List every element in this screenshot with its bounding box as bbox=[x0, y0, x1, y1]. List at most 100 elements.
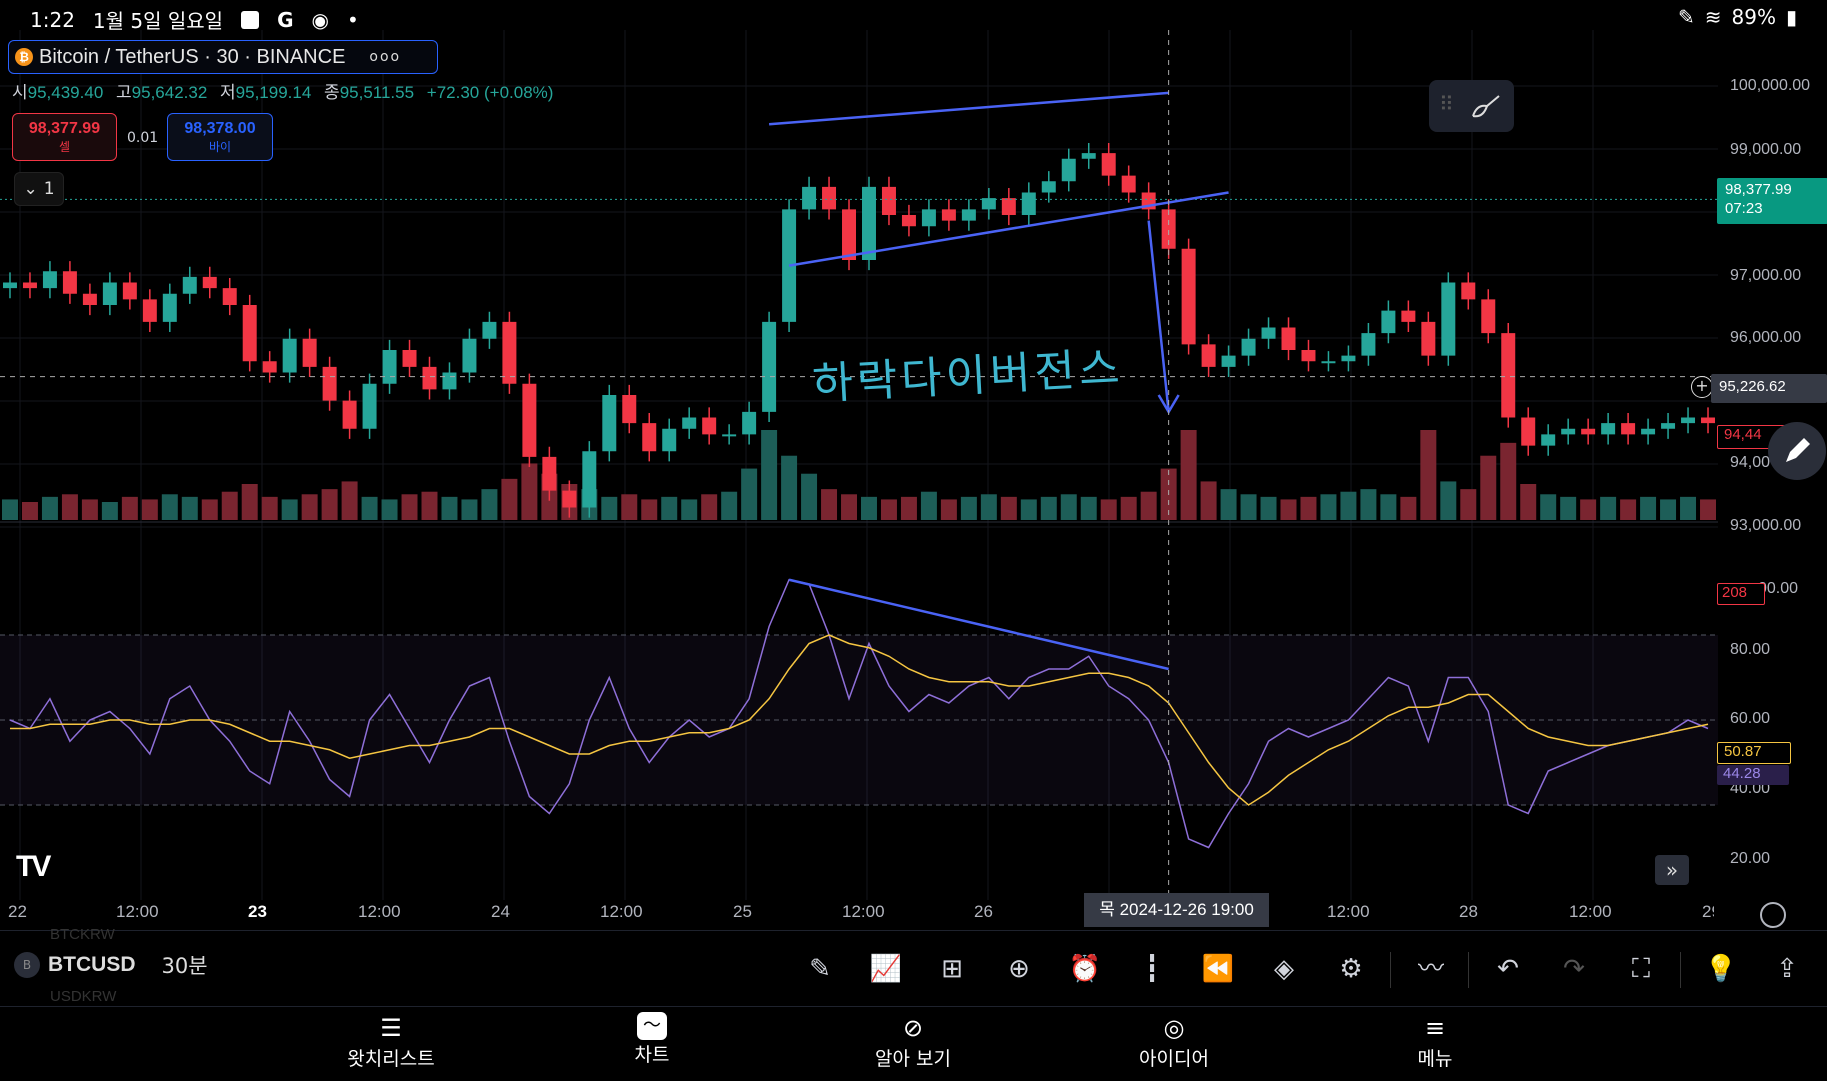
settings-icon[interactable] bbox=[1760, 902, 1786, 928]
breakdown-arrow bbox=[1147, 220, 1170, 413]
candle-body bbox=[1061, 158, 1076, 182]
mute-icon: ✎ bbox=[1678, 5, 1695, 29]
candle-body bbox=[901, 215, 916, 227]
nav-menu[interactable]: ≡ 메뉴 bbox=[1365, 1012, 1505, 1071]
candle-body bbox=[1221, 355, 1236, 367]
volume-bar bbox=[1400, 496, 1417, 520]
nav-watchlist[interactable]: ☰ 왓치리스트 bbox=[321, 1012, 461, 1071]
buy-price: 98,378.00 bbox=[184, 120, 256, 137]
candle-body bbox=[1041, 181, 1056, 193]
settings-sliders-icon[interactable]: ⚙ bbox=[1339, 954, 1363, 984]
open-label: 시 bbox=[12, 83, 28, 102]
current-price: 98,377.99 bbox=[1725, 181, 1792, 198]
volume-bar bbox=[1120, 496, 1137, 520]
symbol-ghost-below: USDKRW bbox=[50, 988, 117, 1005]
candle-body bbox=[881, 186, 896, 215]
rsi-ma-tag: 50.87 bbox=[1717, 742, 1791, 764]
undo-icon[interactable]: ↶ bbox=[1497, 954, 1519, 984]
nav-explore[interactable]: ⊘ 알아 보기 bbox=[843, 1012, 983, 1071]
volume-bar bbox=[2, 499, 18, 520]
nav-chart[interactable]: 〜 차트 bbox=[582, 1012, 722, 1067]
add-alert-icon[interactable]: + bbox=[1691, 376, 1713, 398]
dot-icon: • bbox=[346, 7, 359, 32]
volume-bar bbox=[341, 481, 358, 520]
fullscreen-icon[interactable]: ⛶ bbox=[1631, 954, 1651, 984]
price-tick: 100,000.00 bbox=[1730, 77, 1811, 94]
drag-handle-icon[interactable]: ⠿ bbox=[1439, 92, 1454, 116]
bottom-navigation bbox=[0, 1006, 1827, 1081]
interval-selector[interactable]: 30분 bbox=[161, 954, 208, 978]
publish-idea-icon[interactable]: 💡 bbox=[1704, 954, 1738, 984]
candle-body bbox=[1341, 355, 1356, 362]
candle-body bbox=[1421, 321, 1436, 356]
close-value: 95,511.55 bbox=[339, 83, 415, 102]
volume-bar bbox=[1260, 496, 1277, 520]
candle-body bbox=[622, 395, 637, 424]
candle-body bbox=[1261, 327, 1276, 339]
candle-body bbox=[482, 321, 497, 339]
candle-body bbox=[1541, 434, 1556, 446]
brush-icon[interactable] bbox=[1469, 90, 1505, 122]
candle-body bbox=[702, 417, 717, 435]
volume-bar bbox=[181, 496, 198, 520]
replay-icon[interactable]: ⏪ bbox=[1201, 954, 1235, 984]
chart-type-icon[interactable]: 📈 bbox=[869, 954, 903, 984]
layers-icon[interactable]: ◈ bbox=[1274, 954, 1294, 984]
volume-bar bbox=[861, 496, 877, 520]
time-tick: 28 bbox=[1459, 902, 1478, 921]
candle-body bbox=[82, 293, 97, 305]
volume-bar bbox=[21, 502, 38, 520]
price-tick: 96,000.00 bbox=[1730, 329, 1802, 346]
candle-body bbox=[1001, 198, 1016, 215]
candle-body bbox=[1461, 282, 1476, 300]
volume-bar bbox=[1080, 496, 1097, 520]
price-tick: 97,000.00 bbox=[1730, 267, 1802, 284]
buy-button[interactable]: 98,378.00 바이 bbox=[167, 113, 273, 161]
volume-bar bbox=[281, 499, 298, 520]
spread-value: 0.01 bbox=[127, 130, 159, 146]
draw-tools-icon[interactable]: ✎ bbox=[809, 954, 831, 984]
volume-bar bbox=[481, 489, 498, 520]
chart-area[interactable] bbox=[0, 30, 1718, 910]
collapse-indicators-button[interactable]: ⌄ 1 bbox=[14, 172, 64, 206]
candle-body bbox=[1441, 282, 1456, 356]
sell-button[interactable]: 98,377.99 셀 bbox=[12, 113, 117, 161]
compare-icon[interactable]: 〰 bbox=[1417, 954, 1444, 984]
rsi-tick: 20.00 bbox=[1730, 850, 1771, 867]
volume-bar bbox=[401, 494, 418, 520]
more-options-icon[interactable]: ooo bbox=[369, 49, 402, 65]
volume-bar bbox=[1040, 496, 1057, 520]
volume-bar bbox=[741, 468, 758, 520]
toolbar-divider bbox=[1468, 952, 1469, 988]
drawing-toolbar[interactable]: ⠿ bbox=[1429, 80, 1514, 132]
volume-bar bbox=[681, 499, 698, 520]
candle-body bbox=[1661, 423, 1676, 429]
price-tick: 93,000.00 bbox=[1730, 517, 1802, 534]
candle-body bbox=[322, 366, 337, 401]
draw-button[interactable] bbox=[1768, 422, 1826, 480]
scroll-to-latest-button[interactable]: » bbox=[1655, 855, 1689, 885]
symbol-header[interactable]: ₿ Bitcoin / TetherUS · 30 · BINANCE ooo bbox=[8, 40, 438, 74]
symbol-selector[interactable]: B BTCUSD 30분 bbox=[14, 950, 208, 980]
time-tick: 22 bbox=[8, 902, 27, 921]
candle-body bbox=[842, 209, 857, 260]
candle-body bbox=[1521, 417, 1536, 446]
redo-icon[interactable]: ↷ bbox=[1563, 954, 1585, 984]
rsi-line bbox=[9, 578, 1709, 849]
candle-body bbox=[1681, 417, 1696, 424]
candlesticks bbox=[0, 143, 1718, 518]
add-indicator-icon[interactable]: ⊕ bbox=[1008, 954, 1030, 984]
volume-bar bbox=[781, 455, 798, 520]
candle-body bbox=[62, 271, 77, 294]
candle-body bbox=[961, 209, 976, 221]
volume-bar bbox=[441, 496, 458, 520]
alarm-icon[interactable]: ⏰ bbox=[1068, 954, 1102, 984]
battery-icon: ▮ bbox=[1785, 5, 1797, 29]
crosshair-price: 95,226.62 bbox=[1711, 374, 1827, 403]
candles-icon[interactable]: ┇ bbox=[1144, 954, 1160, 984]
share-icon[interactable]: ⇪ bbox=[1776, 954, 1798, 984]
layout-grid-icon[interactable]: ⊞ bbox=[941, 954, 963, 984]
nav-ideas[interactable]: ◎ 아이디어 bbox=[1104, 1012, 1244, 1071]
candle-body bbox=[202, 276, 217, 289]
rsi-tick: 80.00 bbox=[1730, 641, 1771, 658]
